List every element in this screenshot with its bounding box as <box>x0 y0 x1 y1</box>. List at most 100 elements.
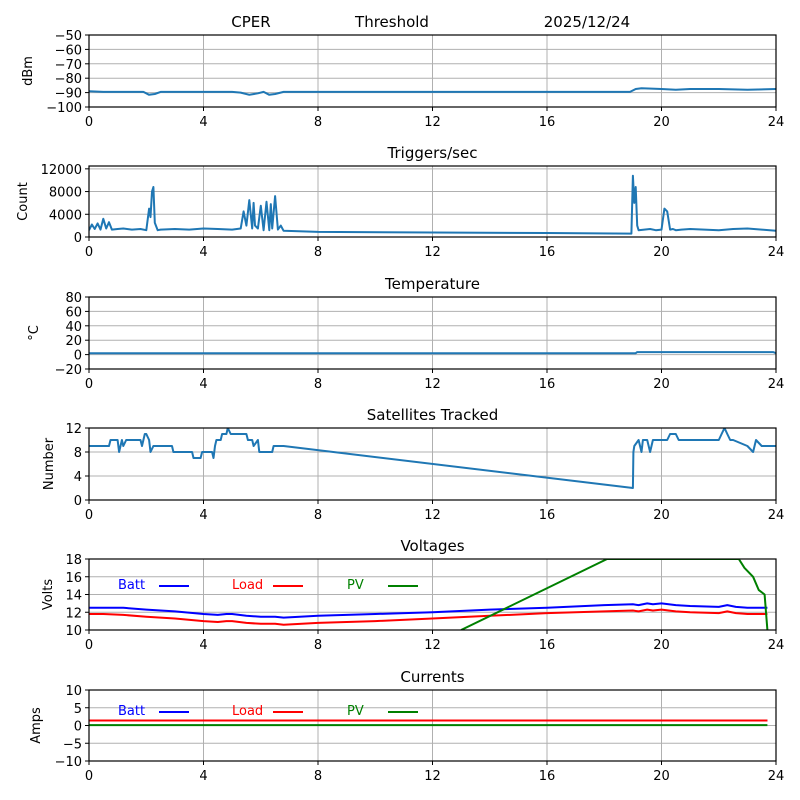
x-tick-label: 24 <box>768 769 785 784</box>
x-tick-label: 4 <box>199 377 207 392</box>
y-tick-label: 0 <box>74 720 82 735</box>
series-line-satellites <box>89 428 776 489</box>
y-tick-label: −70 <box>55 58 82 73</box>
x-tick-label: 24 <box>768 508 785 523</box>
y-tick-label: 60 <box>65 305 82 320</box>
y-tick-label: 8000 <box>49 186 82 201</box>
x-tick-label: 0 <box>85 115 93 130</box>
header-station: CPER <box>231 13 270 31</box>
series-group <box>89 559 769 630</box>
panel-title: Currents <box>400 668 464 686</box>
y-tick-label: 10 <box>65 624 82 639</box>
series-group <box>89 87 776 96</box>
series-line-threshold <box>89 87 776 96</box>
x-tick-label: 12 <box>424 115 441 130</box>
y-tick-label: 5 <box>74 702 82 717</box>
header-plot-name: Threshold <box>354 13 429 31</box>
legend-label: Load <box>232 704 263 719</box>
x-tick-label: 20 <box>653 508 670 523</box>
series-line-triggers <box>89 174 776 235</box>
x-tick-label: 12 <box>424 508 441 523</box>
x-tick-label: 24 <box>768 377 785 392</box>
series-group <box>89 174 776 235</box>
y-tick-label: −20 <box>55 363 82 378</box>
x-tick-label: 20 <box>653 245 670 260</box>
y-tick-label: −60 <box>55 43 82 58</box>
y-tick-label: 12 <box>65 422 82 437</box>
panel-currents: 0 4 8 12 16 20 24 −10 −5 0 5 10 Currents Amps Batt Load… <box>29 668 784 784</box>
panel-title: Triggers/sec <box>387 144 478 162</box>
panel-threshold: 0 4 8 12 16 20 24 −100−90−80−70−60−50 dBm <box>21 29 784 130</box>
legend-entry-pv: PV <box>347 704 418 719</box>
x-tick-label: 4 <box>199 638 207 653</box>
legend-entry-batt: Batt <box>118 704 189 719</box>
x-tick-label: 20 <box>653 769 670 784</box>
y-axis-label: Volts <box>41 579 56 611</box>
y-tick-label: 4 <box>74 470 82 485</box>
x-tick-label: 8 <box>314 245 322 260</box>
y-tick-label: 8 <box>74 446 82 461</box>
x-tick-label: 8 <box>314 115 322 130</box>
y-tick-label: 10 <box>65 684 82 699</box>
legend-label: PV <box>347 578 364 593</box>
x-tick-label: 0 <box>85 508 93 523</box>
panel-title: Satellites Tracked <box>367 406 498 424</box>
legend-entry-batt: Batt <box>118 578 189 593</box>
y-tick-label: −5 <box>63 737 82 752</box>
series-group <box>89 428 776 489</box>
y-axis-label: Number <box>42 437 57 490</box>
x-tick-label: 0 <box>85 377 93 392</box>
y-tick-label: 14 <box>65 589 82 604</box>
x-tick-label: 4 <box>199 769 207 784</box>
x-tick-label: 20 <box>653 115 670 130</box>
legend-label: Batt <box>118 578 145 593</box>
y-tick-label: −10 <box>55 755 82 770</box>
x-tick-label: 24 <box>768 245 785 260</box>
x-tick-label: 24 <box>768 115 785 130</box>
x-tick-label: 12 <box>424 245 441 260</box>
x-tick-label: 12 <box>424 638 441 653</box>
legend-label: Batt <box>118 704 145 719</box>
y-tick-label: 0 <box>74 231 82 246</box>
y-tick-label: 40 <box>65 320 82 335</box>
series-line-load <box>89 608 768 626</box>
y-axis-label: Count <box>16 182 31 221</box>
x-tick-label: 8 <box>314 377 322 392</box>
y-tick-label: 20 <box>65 334 82 349</box>
x-tick-label: 12 <box>424 377 441 392</box>
x-tick-label: 16 <box>539 115 556 130</box>
legend-label: PV <box>347 704 364 719</box>
legend-entry-load: Load <box>232 704 303 719</box>
x-tick-label: 8 <box>314 769 322 784</box>
x-tick-label: 16 <box>539 508 556 523</box>
legend-entry-pv: PV <box>347 578 418 593</box>
panel-triggers: 0 4 8 12 16 20 24 0 4000 8000 12000 Triggers/sec Cou… <box>16 144 784 260</box>
x-tick-label: 16 <box>539 377 556 392</box>
panel-satellites: 0 4 8 12 16 20 24 0 4 8 12 Satellites Tracked Number <box>42 406 784 523</box>
series-line-temperature <box>89 351 776 355</box>
x-tick-label: 0 <box>85 769 93 784</box>
x-tick-label: 16 <box>539 245 556 260</box>
x-tick-label: 12 <box>424 769 441 784</box>
legend-label: Load <box>232 578 263 593</box>
x-tick-label: 20 <box>653 638 670 653</box>
x-tick-label: 16 <box>539 638 556 653</box>
y-axis-label: °C <box>27 325 42 341</box>
x-tick-label: 4 <box>199 115 207 130</box>
y-tick-label: 0 <box>74 349 82 364</box>
x-tick-label: 20 <box>653 377 670 392</box>
x-tick-label: 0 <box>85 245 93 260</box>
y-tick-label: −100 <box>46 101 82 116</box>
y-tick-label: 4000 <box>49 208 82 223</box>
series-line-pv <box>460 559 769 630</box>
y-tick-label: 18 <box>65 553 82 568</box>
x-tick-label: 0 <box>85 638 93 653</box>
y-axis-label: Amps <box>29 707 44 744</box>
y-tick-label: 80 <box>65 291 82 306</box>
y-tick-label: −50 <box>55 29 82 44</box>
x-tick-label: 16 <box>539 769 556 784</box>
series-group <box>89 719 768 727</box>
header-date: 2025/12/24 <box>544 13 630 31</box>
